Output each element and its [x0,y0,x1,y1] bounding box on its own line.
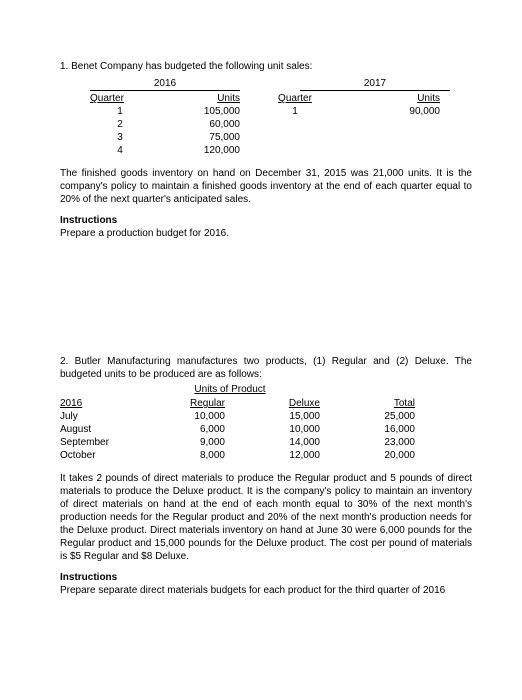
q2-table-title: Units of Product [120,383,340,396]
table-cell: 9,000 [140,436,225,449]
table-cell: 14,000 [225,436,320,449]
table-cell: 15,000 [225,410,320,423]
table-cell: 6,000 [140,423,225,436]
table-cell: September [60,436,140,449]
table-cell: 60,000 [150,118,240,131]
table-cell: 2 [90,118,150,131]
table-cell: 1 [240,105,350,118]
q2-col-deluxe: Deluxe 15,000 10,000 14,000 12,000 [225,397,320,462]
q1-year-row: 2016 2017 [60,77,472,91]
q1-col-quarter-2016: Quarter 1 2 3 4 [90,92,150,157]
table-header: Quarter [90,92,150,105]
q1-col-units-2016: Units 105,000 60,000 75,000 120,000 [150,92,240,157]
q1-paragraph: The finished goods inventory on hand on … [60,167,472,206]
table-cell: 75,000 [150,131,240,144]
table-cell: August [60,423,140,436]
q2-table: 2016 July August September October Regul… [60,397,472,462]
table-cell: July [60,410,140,423]
table-cell: 12,000 [225,449,320,462]
q2-col-regular: Regular 10,000 6,000 9,000 8,000 [140,397,225,462]
q1-instructions-text: Prepare a production budget for 2016. [60,227,472,240]
table-cell: 25,000 [320,410,415,423]
table-cell: 3 [90,131,150,144]
table-cell: 23,000 [320,436,415,449]
table-header: Units [350,92,440,105]
table-cell: 4 [90,144,150,157]
q2-intro: 2. Butler Manufacturing manufactures two… [60,355,472,381]
table-cell: 120,000 [150,144,240,157]
table-cell: 10,000 [225,423,320,436]
table-cell: October [60,449,140,462]
q1-year-2016: 2016 [90,77,240,91]
q2-paragraph: It takes 2 pounds of direct materials to… [60,472,472,563]
q2-instructions-header: Instructions [60,571,472,584]
table-cell: 105,000 [150,105,240,118]
q1-year-2017: 2017 [300,77,450,91]
q1-intro: 1. Benet Company has budgeted the follow… [60,60,472,73]
q1-table: Quarter 1 2 3 4 Units 105,000 60,000 75,… [90,92,472,157]
table-cell: 16,000 [320,423,415,436]
table-cell: 8,000 [140,449,225,462]
table-header: Regular [140,397,225,410]
table-cell: 10,000 [140,410,225,423]
q1-col-quarter-2017: Quarter 1 [240,92,350,157]
table-header: Deluxe [225,397,320,410]
table-header: Total [320,397,415,410]
q1-instructions-header: Instructions [60,214,472,227]
table-header: Quarter [240,92,350,105]
q2-instructions-text: Prepare separate direct materials budget… [60,584,472,597]
table-cell: 90,000 [350,105,440,118]
q1-col-units-2017: Units 90,000 [350,92,440,157]
q2-col-total: Total 25,000 16,000 23,000 20,000 [320,397,415,462]
table-cell: 1 [90,105,150,118]
table-cell: 20,000 [320,449,415,462]
q2-col-month: 2016 July August September October [60,397,140,462]
table-header: Units [150,92,240,105]
spacer [60,240,472,355]
table-header: 2016 [60,397,140,410]
